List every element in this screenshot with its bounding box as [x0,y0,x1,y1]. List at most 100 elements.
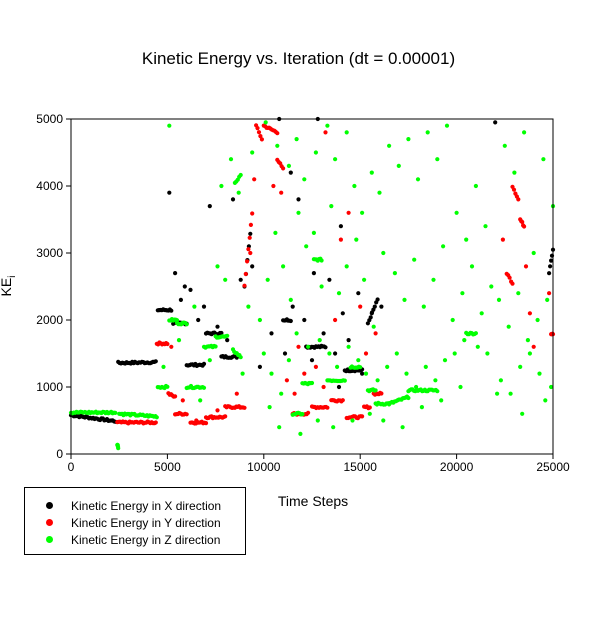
data-point-z [344,130,349,135]
data-point-z [213,344,218,349]
data-point-z [225,333,230,338]
data-point-x [369,311,374,316]
series-x-kinetic-energy [68,116,556,424]
data-point-y [325,405,330,410]
data-point-x [173,271,178,276]
data-point-z [406,137,411,142]
data-point-x [375,297,380,302]
data-point-z [362,277,367,282]
data-point-z [352,183,357,189]
data-point-z [246,304,251,309]
data-point-y [250,211,255,216]
plot-marks [68,116,556,451]
y-tick-label: 5000 [36,112,63,126]
data-point-z [300,412,305,417]
data-point-y [203,421,209,426]
data-point-y [523,264,529,269]
data-point-z [435,389,440,394]
data-point-z [167,123,172,128]
data-point-z [269,371,274,376]
data-point-z [263,120,268,125]
data-point-z [527,351,533,356]
data-point-z [485,351,490,356]
data-point-z [302,177,307,182]
data-point-y [234,391,239,396]
x-tick-label: 0 [68,460,75,474]
data-point-z [281,264,286,269]
data-point-z [223,277,228,282]
data-point-x [167,190,172,195]
data-point-x [323,345,328,350]
data-point-y [340,398,345,403]
data-point-z [350,418,355,423]
data-point-y [373,331,378,336]
data-point-z [537,371,542,376]
data-point-x [207,204,212,209]
data-point-y [313,364,318,369]
data-point-z [454,210,459,215]
data-point-x [169,308,174,313]
data-point-z [392,271,397,276]
data-point-z [298,431,303,436]
data-point-z [286,163,291,168]
y-tick-label: 4000 [36,179,63,193]
data-point-x [336,384,342,390]
data-point-x [201,304,207,309]
data-point-y [246,247,251,252]
data-point-y [531,344,536,349]
data-point-z [116,446,121,451]
data-point-z [207,358,212,363]
data-point-y [333,317,338,323]
data-point-z [113,410,118,415]
data-point-z [184,322,189,327]
chart-title: Kinetic Energy vs. Iteration (dt = 0.000… [141,49,456,68]
data-point-z [288,297,293,302]
data-point-y [360,414,365,419]
data-point-z [423,364,428,369]
data-point-z [387,143,392,148]
y-tick-label: 0 [56,447,63,461]
data-point-z [219,183,224,189]
data-point-y [243,271,248,277]
data-point-z [450,317,455,323]
x-tick-label: 10000 [247,460,281,474]
data-point-z [531,250,536,256]
data-point-z [483,224,488,229]
data-point-z [356,358,361,363]
data-point-x [230,197,236,202]
data-point-z [415,177,421,182]
data-point-x [219,330,224,336]
data-point-y [511,187,517,192]
data-point-y [215,408,220,413]
data-point-z [489,284,494,289]
data-point-z [165,384,170,389]
data-point-z [469,264,475,269]
data-point-y [358,304,363,309]
data-point-z [319,284,324,289]
legend-label-z: Kinetic Energy in Z direction [71,533,221,547]
data-point-y [245,259,250,264]
plot-frame [70,118,554,455]
data-point-y [323,130,328,135]
data-point-y [520,219,525,225]
data-point-y [256,130,262,135]
data-point-x [182,284,187,289]
data-point-z [311,230,316,235]
data-point-x [338,224,343,229]
data-point-z [331,425,336,430]
data-point-z [522,130,527,135]
data-point-z [238,355,243,360]
data-point-x [269,331,274,336]
data-point-x [549,258,554,263]
data-point-z [342,378,347,383]
data-point-y [547,291,552,296]
data-point-z [333,157,338,162]
data-point-z [267,405,272,410]
data-point-x [248,231,253,236]
data-point-x [302,317,307,323]
data-point-y [296,344,301,349]
data-point-z [400,425,405,430]
data-point-y [279,190,284,195]
data-point-y [184,412,189,417]
